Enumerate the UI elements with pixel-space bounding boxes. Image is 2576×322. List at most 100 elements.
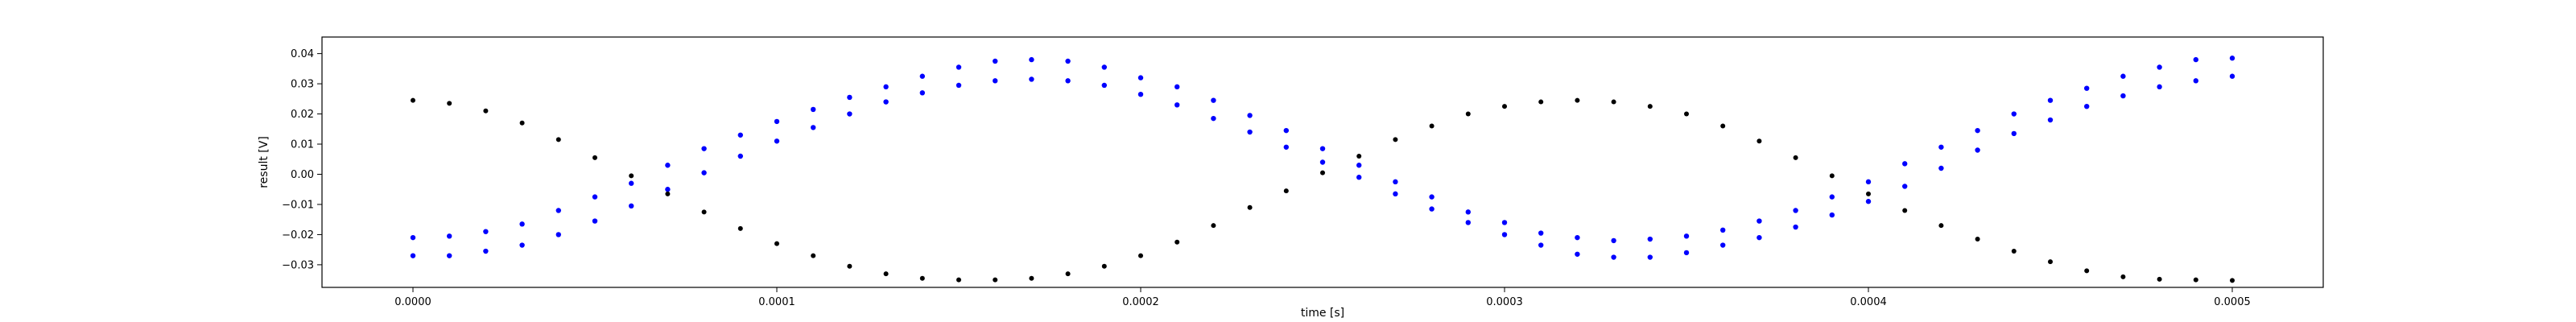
data-point <box>993 78 998 84</box>
data-point <box>883 271 889 277</box>
data-point <box>1174 239 1180 245</box>
x-tick-label: 0.0001 <box>758 296 795 308</box>
data-point <box>1211 223 1216 229</box>
data-point <box>1211 115 1216 122</box>
data-point <box>1829 212 1835 218</box>
data-point <box>1975 147 1980 153</box>
data-point <box>1247 113 1253 118</box>
data-point <box>1356 154 1362 159</box>
data-point <box>665 187 671 192</box>
data-point <box>1429 194 1435 200</box>
data-point <box>1938 144 1944 150</box>
data-point <box>1501 220 1508 225</box>
data-point <box>483 229 489 234</box>
data-point <box>1866 191 1871 196</box>
data-point <box>1611 254 1616 260</box>
data-point <box>1465 209 1472 215</box>
data-point <box>956 64 962 70</box>
y-axis-label: result [V] <box>258 136 270 188</box>
data-point <box>665 163 671 168</box>
data-point <box>2084 268 2090 274</box>
y-axis-ticks: 0.04 0.03 0.02 0.01 0.00 −0.01 −0.02 −0.03 <box>282 48 322 271</box>
data-point <box>2230 278 2235 283</box>
data-point <box>1647 104 1653 109</box>
data-point <box>1793 155 1798 160</box>
data-point <box>2120 93 2126 99</box>
data-point <box>1757 138 1762 144</box>
data-point <box>956 277 961 283</box>
data-point <box>1683 250 1690 256</box>
y-tick-label: 0.04 <box>291 48 314 60</box>
data-point <box>774 241 779 246</box>
data-point <box>1319 146 1326 151</box>
data-point <box>993 58 998 64</box>
data-point <box>1902 208 1908 213</box>
x-axis-ticks: 0.0000 0.0001 0.0002 0.0003 0.0004 0.0005 <box>394 287 2251 308</box>
data-point <box>2193 277 2198 283</box>
data-point <box>1538 99 1544 105</box>
data-point <box>1356 175 1362 180</box>
data-point <box>1575 234 1580 241</box>
data-point <box>847 111 852 117</box>
data-point <box>2011 111 2017 117</box>
data-point <box>2193 56 2198 63</box>
y-tick-label: 0.00 <box>291 169 314 181</box>
data-point <box>1501 232 1508 237</box>
data-point <box>519 120 525 126</box>
data-point <box>1683 233 1690 239</box>
x-axis-label: time [s] <box>1301 307 1344 320</box>
data-point <box>2229 56 2235 61</box>
data-point <box>1902 161 1908 167</box>
data-point <box>447 233 452 239</box>
data-point <box>919 73 926 79</box>
data-point <box>701 146 707 151</box>
data-point <box>483 248 489 254</box>
data-point <box>629 203 634 209</box>
series-0 <box>410 56 2235 244</box>
data-point <box>774 138 780 144</box>
data-point <box>2011 249 2017 254</box>
data-point <box>1538 230 1544 236</box>
series-2 <box>411 97 2235 283</box>
data-point <box>737 132 743 138</box>
data-point <box>701 209 707 215</box>
data-point <box>1319 159 1326 165</box>
data-point <box>1429 123 1435 129</box>
data-point <box>1684 111 1689 117</box>
data-point <box>1465 111 1471 117</box>
data-point <box>883 84 889 90</box>
data-point <box>1356 163 1362 168</box>
data-point <box>1029 275 1034 281</box>
data-point <box>2157 84 2162 90</box>
data-point <box>592 155 597 160</box>
data-point <box>1065 271 1071 277</box>
data-point <box>1902 184 1908 189</box>
y-tick-label: −0.03 <box>282 259 314 271</box>
data-point <box>1174 84 1180 90</box>
data-point <box>811 106 816 113</box>
series-1 <box>410 73 2235 260</box>
data-point <box>847 94 852 101</box>
data-point <box>629 180 634 186</box>
data-point <box>774 118 780 125</box>
data-point <box>1283 127 1290 134</box>
data-point <box>701 170 707 175</box>
data-point <box>519 221 525 227</box>
data-point <box>1757 218 1762 224</box>
data-point <box>847 263 852 269</box>
data-point <box>1101 64 1108 70</box>
data-point <box>1865 179 1872 185</box>
data-point <box>447 253 452 258</box>
data-point <box>1429 206 1435 212</box>
y-tick-label: 0.01 <box>291 139 314 151</box>
data-point <box>1793 208 1798 213</box>
data-point <box>1502 104 1507 109</box>
y-tick-label: 0.03 <box>291 79 314 91</box>
data-point <box>629 173 634 179</box>
data-point <box>1720 227 1726 233</box>
data-point <box>2229 73 2235 79</box>
data-point <box>2120 73 2126 79</box>
data-point <box>2047 97 2054 103</box>
data-point <box>1137 75 1144 80</box>
